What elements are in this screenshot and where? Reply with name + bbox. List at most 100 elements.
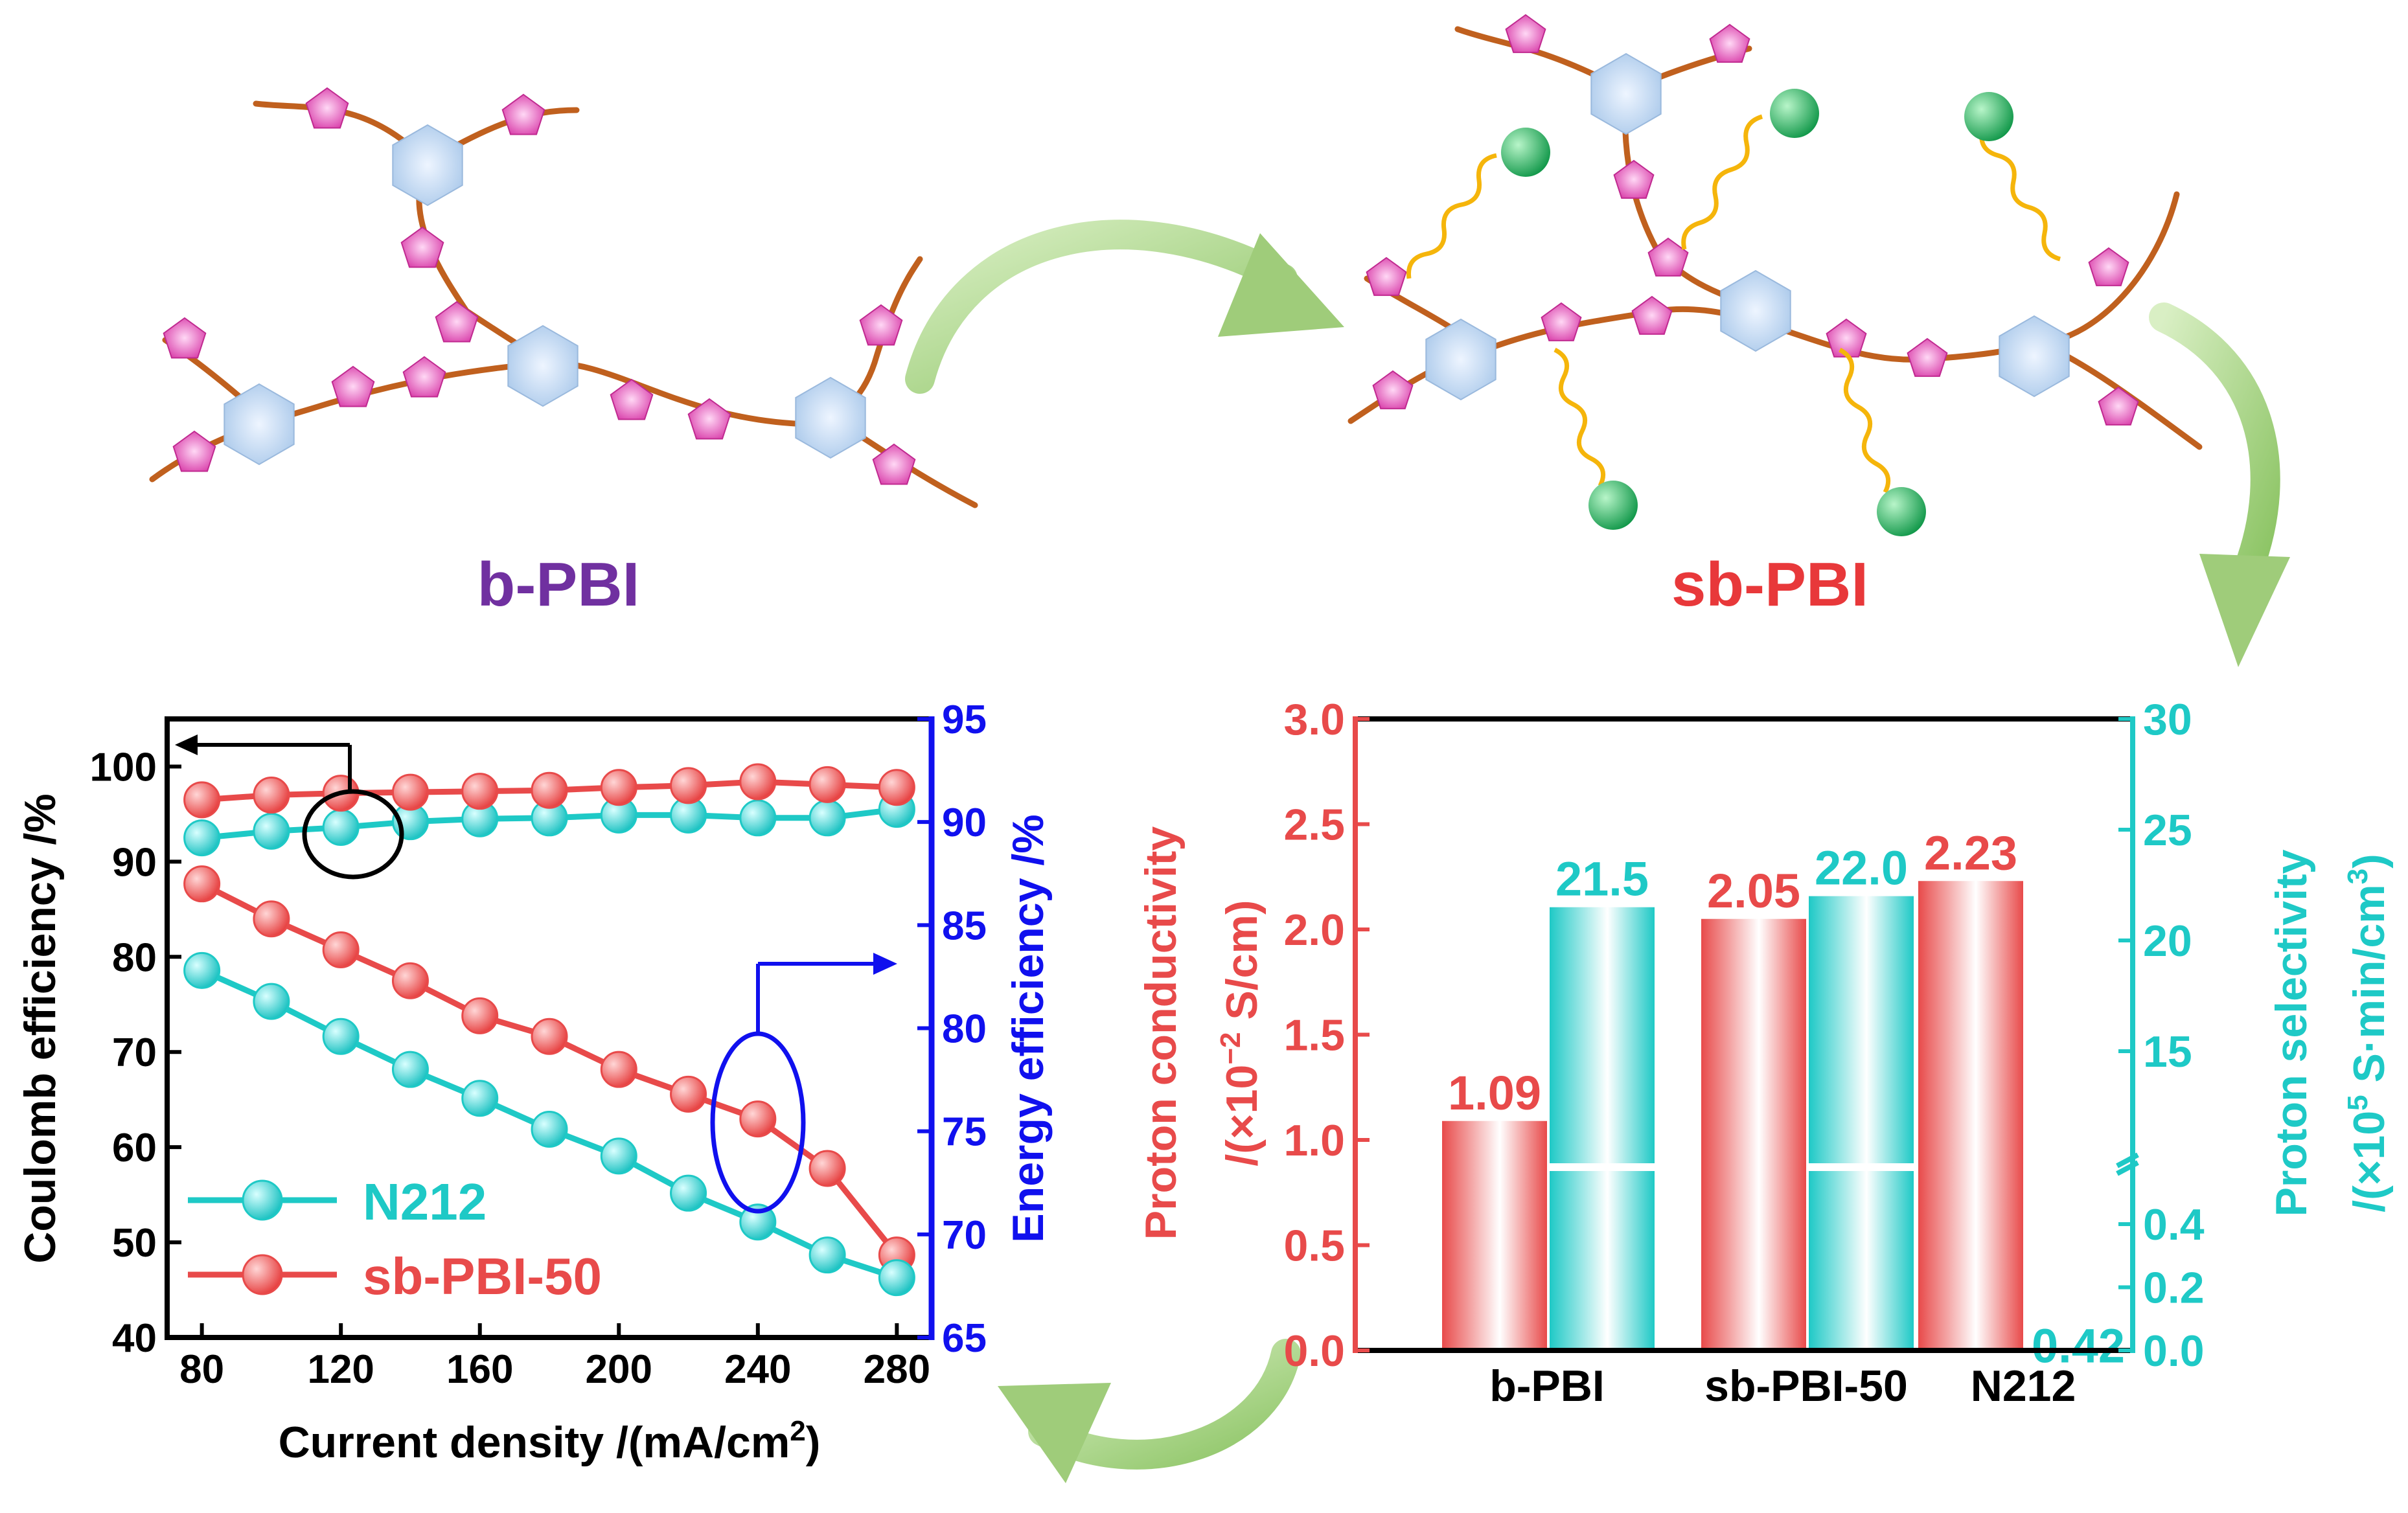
b-pbi-hexagon bbox=[224, 383, 295, 466]
data-point bbox=[461, 997, 499, 1034]
curved-arrow-top bbox=[905, 220, 1344, 394]
b-pbi-backbone bbox=[149, 256, 923, 483]
sulfonic-group-ball bbox=[1501, 128, 1550, 177]
sb-pbi-spacer bbox=[1406, 153, 1497, 279]
b-pbi-pentagon bbox=[859, 304, 903, 346]
line-chart-series bbox=[183, 763, 915, 1297]
category-label: b-PBI bbox=[1489, 1361, 1605, 1411]
axis-break-marker bbox=[2116, 1152, 2139, 1176]
x-tick-label: 160 bbox=[446, 1347, 513, 1392]
coulomb-series-highlight-ellipse bbox=[302, 789, 404, 880]
right-y-tick-label: 95 bbox=[942, 698, 987, 742]
x-tick-label: 280 bbox=[864, 1347, 930, 1392]
right-y-tick-label: 20 bbox=[2143, 916, 2192, 966]
bar-chart-right-axis-title: Proton selectivity bbox=[2267, 849, 2316, 1216]
sb-pbi-pentagon bbox=[2088, 247, 2129, 286]
b-pbi-pentagon bbox=[163, 317, 207, 359]
bar-chart-left-axis-unit: /(×10−2 S/cm) bbox=[1215, 900, 1267, 1166]
sb-pbi-spacer bbox=[1554, 347, 1606, 487]
data-point bbox=[600, 1051, 637, 1088]
b-pbi-pentagon bbox=[172, 430, 216, 472]
data-point bbox=[183, 865, 221, 903]
data-point bbox=[253, 983, 290, 1020]
right-y-tick-label: 15 bbox=[2143, 1027, 2192, 1076]
sb-pbi-pentagon bbox=[1647, 237, 1689, 277]
conductivity-bar-value: 2.05 bbox=[1707, 864, 1800, 918]
category-label: sb-PBI-50 bbox=[1704, 1361, 1908, 1411]
data-point bbox=[531, 771, 568, 809]
left-y-tick-label: 2.0 bbox=[1283, 905, 1345, 955]
data-point bbox=[600, 1137, 637, 1175]
selectivity-bar bbox=[1550, 907, 1655, 1350]
data-point bbox=[808, 799, 846, 837]
data-point bbox=[808, 1236, 846, 1274]
left-y-tick-label: 1.0 bbox=[1283, 1116, 1345, 1165]
sb-pbi-hexagon bbox=[1425, 318, 1496, 401]
sb-pbi-hexagon bbox=[1590, 52, 1662, 135]
x-tick-label: 120 bbox=[307, 1347, 374, 1392]
sulfonic-group-ball bbox=[1770, 89, 1819, 138]
y-tick-label: 90 bbox=[112, 840, 157, 885]
polymer-schematic bbox=[149, 14, 2203, 536]
data-point bbox=[739, 1203, 777, 1241]
data-point bbox=[391, 962, 429, 999]
b-pbi-pentagon bbox=[305, 87, 349, 129]
right-y-tick-label: 0.2 bbox=[2143, 1264, 2205, 1313]
line-chart-right-axis-title: Energy efficiency /% bbox=[1003, 814, 1053, 1242]
line-chart-annotations bbox=[175, 734, 897, 1214]
line-chart-x-axis-title: Current density /(mA/cm2) bbox=[279, 1415, 821, 1467]
sb-pbi-spacer bbox=[1681, 114, 1763, 250]
sb-pbi-pentagon bbox=[1366, 256, 1407, 296]
data-point bbox=[322, 931, 360, 969]
data-point bbox=[253, 812, 290, 850]
bar-chart-ticks: 0.0 0.5 1.0 1.5 2.0 2.5 3.0 0.0 0.2 0.4 15 20 25 30 bbox=[1283, 695, 2204, 1376]
data-point bbox=[461, 773, 499, 810]
category-label: N212 bbox=[1971, 1361, 2076, 1411]
data-point bbox=[739, 799, 777, 837]
data-point bbox=[391, 1051, 429, 1088]
selectivity-bar-value: 0.42 bbox=[2032, 1319, 2125, 1373]
right-y-tick-label: 65 bbox=[942, 1316, 987, 1361]
y-tick-label: 70 bbox=[112, 1030, 157, 1075]
b-pbi-hexagon bbox=[392, 124, 463, 207]
y-tick-label: 100 bbox=[90, 745, 157, 790]
data-point bbox=[600, 769, 637, 806]
conductivity-bar bbox=[1701, 918, 1806, 1350]
data-point bbox=[531, 1018, 568, 1055]
sulfonic-group-ball bbox=[1877, 487, 1926, 536]
legend-marker bbox=[242, 1179, 283, 1221]
b-pbi-hexagon bbox=[795, 376, 866, 459]
sb-pbi-pentagon bbox=[1541, 302, 1582, 341]
data-point bbox=[391, 773, 429, 811]
right-y-tick-label: 85 bbox=[942, 904, 987, 948]
right-y-tick-label: 90 bbox=[942, 801, 987, 845]
conductivity-bar bbox=[1918, 881, 2023, 1350]
data-point bbox=[878, 769, 915, 806]
left-y-tick-label: 1.5 bbox=[1283, 1011, 1345, 1060]
x-tick-label: 200 bbox=[586, 1347, 652, 1392]
sb-pbi-pentagon bbox=[2098, 386, 2139, 426]
y-tick-label: 80 bbox=[112, 935, 157, 980]
curved-arrow-right bbox=[2149, 302, 2290, 667]
selectivity-bar-value: 22.0 bbox=[1815, 841, 1908, 895]
coulomb-axis-arrowhead bbox=[175, 734, 198, 755]
b-pbi-pentagon bbox=[400, 226, 444, 268]
sb-pbi-label: sb-PBI bbox=[1671, 550, 1868, 619]
sb-pbi-hexagon bbox=[1999, 315, 2070, 398]
data-point bbox=[531, 1110, 568, 1148]
sb-pbi-pentagon bbox=[1372, 370, 1414, 409]
data-point bbox=[670, 767, 707, 804]
sulfonic-group-ball bbox=[1588, 481, 1638, 530]
data-point bbox=[739, 1100, 777, 1138]
legend-label: N212 bbox=[363, 1173, 487, 1231]
data-point bbox=[322, 808, 360, 846]
left-y-tick-label: 3.0 bbox=[1283, 695, 1345, 744]
b-pbi-pentagon bbox=[687, 398, 731, 440]
sulfonic-group-ball bbox=[1964, 92, 2013, 141]
y-tick-label: 40 bbox=[112, 1316, 157, 1361]
sb-pbi-hexagon bbox=[1720, 269, 1791, 352]
bar-chart-left-axis-title: Proton conductivity bbox=[1136, 826, 1186, 1240]
conductivity-bar-value: 1.09 bbox=[1448, 1066, 1541, 1120]
b-pbi-pentagon bbox=[501, 93, 545, 135]
